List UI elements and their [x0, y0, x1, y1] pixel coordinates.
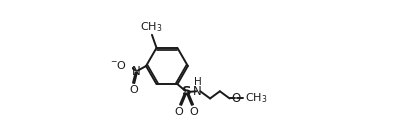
Text: O: O — [129, 85, 138, 95]
Text: O: O — [175, 107, 184, 117]
Text: N: N — [132, 65, 141, 78]
Text: O: O — [232, 92, 241, 105]
Text: N: N — [193, 85, 202, 98]
Text: O: O — [190, 107, 198, 117]
Text: $^{-}$O: $^{-}$O — [110, 59, 127, 71]
Text: H: H — [194, 77, 201, 87]
Text: S: S — [182, 85, 191, 98]
Text: CH$_3$: CH$_3$ — [245, 92, 268, 105]
Text: CH$_3$: CH$_3$ — [140, 20, 163, 34]
